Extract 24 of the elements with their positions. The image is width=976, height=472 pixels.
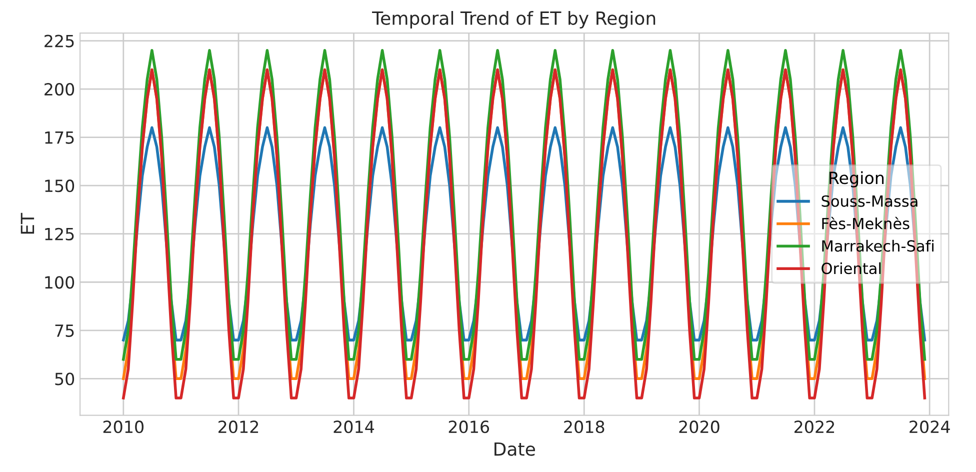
y-tick-label: 75 (55, 324, 74, 337)
legend-label: Souss-Massa (822, 195, 918, 207)
y-tick-label: 200 (44, 83, 74, 96)
y-tick-label: 125 (45, 228, 74, 240)
legend-label: Fès-Meknès (822, 216, 910, 230)
x-tick-label: 2012 (218, 420, 258, 434)
y-tick-label: 175 (45, 131, 74, 144)
x-axis-title: Date (494, 442, 535, 456)
x-tick-label: 2018 (564, 420, 604, 434)
legend-title: Region (830, 171, 884, 188)
y-tick-label: 225 (44, 34, 74, 48)
x-tick-label: 2010 (103, 420, 144, 434)
legend-label: Oriental (822, 262, 881, 274)
legend-label: Marrakech-Safi (822, 240, 934, 252)
chart-title: Temporal Trend of ET by Region (372, 10, 656, 28)
x-tick-label: 2014 (334, 420, 374, 434)
x-tick-label: 2022 (794, 420, 834, 434)
x-tick-label: 2020 (679, 420, 720, 434)
y-axis-title: ET (20, 212, 34, 234)
y-tick-label: 100 (45, 276, 74, 289)
y-tick-label: 150 (45, 180, 74, 192)
x-tick-label: 2024 (910, 420, 950, 434)
x-tick-label: 2016 (448, 420, 490, 434)
y-tick-label: 50 (55, 372, 74, 386)
